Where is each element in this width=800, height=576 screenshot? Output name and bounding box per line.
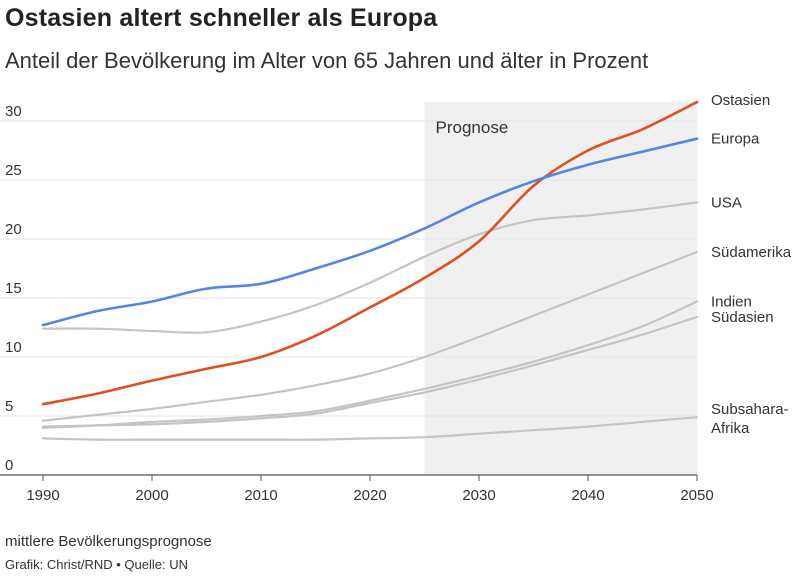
y-tick-label: 30 [5,103,22,120]
forecast-band [424,102,697,475]
x-tick-label: 1990 [26,487,59,504]
series-line-ostasien [41,100,699,406]
footnote: mittlere Bevölkerungsprognose [5,533,212,550]
series-line-subsahara-afrika [41,416,699,441]
line-chart: Prognose 0 5 10 15 20 25 30 1990 2000 2010 2020 20… [0,92,792,504]
x-tick-label: 2050 [680,487,713,504]
series-label-südamerika: Südamerika [711,244,792,261]
x-axis-ticks: 1990 2000 2010 2020 2030 2040 2050 [26,475,714,504]
series-line-europa [41,137,699,327]
y-tick-label: 10 [5,339,22,356]
source-credit: Grafik: Christ/RND • Quelle: UN [5,557,188,572]
series-label-südasien: Südasien [711,309,774,326]
y-tick-label: 25 [5,162,22,179]
series-label-subsahara-afrika: Subsahara-Afrika [711,401,789,437]
forecast-label: Prognose [436,118,509,137]
series-labels: Ostasien Europa USA Südamerika IndienSüdasie… [711,92,792,437]
series-label-europa: Europa [711,131,760,148]
y-axis-ticks: 0 5 10 15 20 25 30 [5,103,22,474]
series-label-usa: USA [711,194,742,211]
series-lines [41,100,699,441]
series-line-usa [41,201,699,334]
series-label-indien: Indien [711,294,752,311]
chart-subtitle: Anteil der Bevölkerung im Alter von 65 J… [5,48,649,73]
x-tick-label: 2030 [462,487,495,504]
x-tick-label: 2010 [244,487,277,504]
x-tick-label: 2040 [571,487,604,504]
y-tick-label: 5 [5,398,13,415]
chart-title: Ostasien altert schneller als Europa [5,4,438,32]
series-line-südamerika [41,250,699,422]
series-label-ostasien: Ostasien [711,92,770,109]
x-tick-label: 2000 [135,487,168,504]
series-line-indien [41,300,699,429]
y-tick-label: 0 [5,457,13,474]
series-line-südasien [41,315,699,428]
y-tick-label: 20 [5,221,22,238]
y-tick-label: 15 [5,280,22,297]
grid-lines [0,120,697,476]
x-tick-label: 2020 [353,487,386,504]
